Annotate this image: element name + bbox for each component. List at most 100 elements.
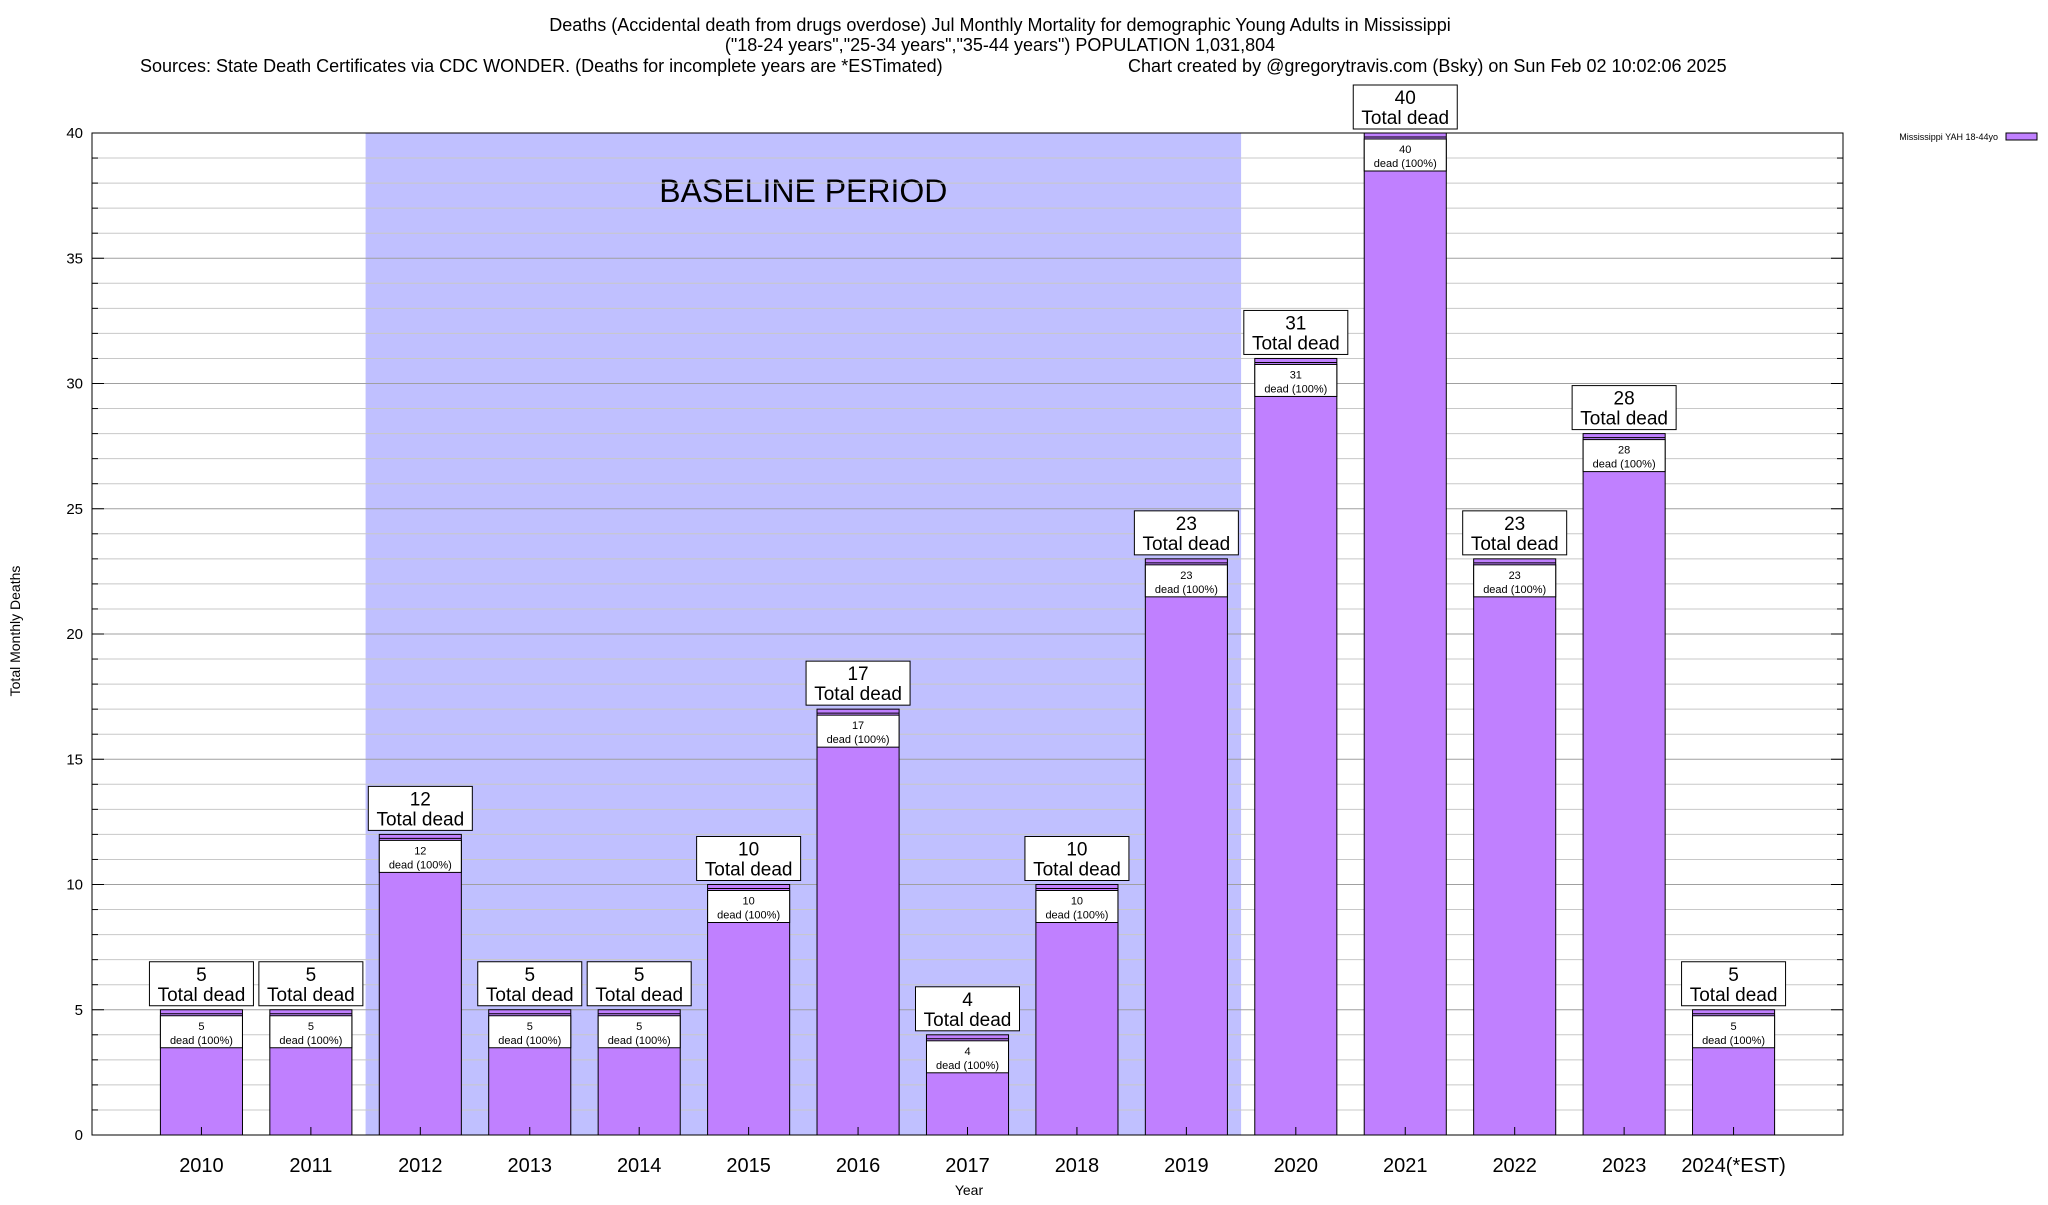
bar bbox=[1363, 132, 1447, 1136]
total-label-box bbox=[586, 961, 692, 1007]
inner-label-text: dead (100%) bbox=[1483, 584, 1546, 596]
total-label-value: 12 bbox=[410, 789, 431, 810]
x-tick-label: 2010 bbox=[179, 1155, 224, 1177]
total-label-box bbox=[477, 961, 583, 1007]
x-tick-label: 2023 bbox=[1602, 1155, 1647, 1177]
total-label-value: 5 bbox=[1728, 965, 1739, 986]
total-label-box bbox=[1352, 84, 1458, 130]
x-tick-label: 2024(*EST) bbox=[1681, 1155, 1786, 1177]
total-label-value: 10 bbox=[1066, 840, 1087, 861]
inner-label-value: 17 bbox=[852, 720, 864, 732]
total-label-text: Total dead bbox=[595, 985, 683, 1006]
total-label-text: Total dead bbox=[376, 809, 464, 830]
inner-label-text: dead (100%) bbox=[1045, 910, 1108, 922]
total-label-text: Total dead bbox=[158, 985, 246, 1006]
inner-label-text: dead (100%) bbox=[1155, 584, 1218, 596]
inner-label-box bbox=[378, 839, 462, 873]
y-tick-label: 40 bbox=[66, 125, 83, 142]
total-label-value: 5 bbox=[524, 965, 535, 986]
chart-title-line-1: Deaths (Accidental death from drugs over… bbox=[549, 15, 1450, 35]
inner-label-text: dead (100%) bbox=[608, 1035, 671, 1047]
total-label-text: Total dead bbox=[1580, 409, 1668, 430]
total-label-box bbox=[696, 836, 802, 881]
x-tick-label: 2011 bbox=[289, 1155, 332, 1177]
inner-label-value: 5 bbox=[198, 1021, 204, 1033]
x-tick-label: 2012 bbox=[398, 1155, 443, 1177]
chart-title-line-2: ("18-24 years","25-34 years","35-44 year… bbox=[725, 35, 1275, 55]
total-label-box bbox=[1462, 510, 1568, 556]
inner-label-text: dead (100%) bbox=[279, 1035, 342, 1047]
inner-label-box bbox=[1692, 1015, 1776, 1049]
y-tick-label: 10 bbox=[66, 877, 83, 894]
inner-label-value: 40 bbox=[1399, 144, 1411, 156]
inner-label-value: 23 bbox=[1180, 570, 1192, 582]
inner-label-box bbox=[159, 1015, 243, 1049]
inner-label-text: dead (100%) bbox=[827, 734, 890, 746]
total-label-value: 10 bbox=[738, 840, 759, 861]
inner-label-value: 12 bbox=[414, 845, 426, 857]
inner-label-box bbox=[488, 1015, 572, 1049]
inner-label-box bbox=[269, 1015, 353, 1049]
total-label-text: Total dead bbox=[1252, 333, 1340, 354]
x-tick-label: 2021 bbox=[1383, 1155, 1428, 1177]
x-tick-label: 2022 bbox=[1492, 1155, 1537, 1177]
y-tick-label: 20 bbox=[66, 626, 83, 643]
total-label-box bbox=[258, 961, 364, 1007]
legend-swatch bbox=[2005, 132, 2038, 141]
inner-label-box bbox=[816, 714, 900, 748]
total-label-value: 4 bbox=[962, 990, 973, 1011]
inner-label-box bbox=[1254, 363, 1338, 397]
inner-label-box bbox=[1144, 564, 1228, 598]
total-label-box bbox=[1571, 385, 1677, 431]
inner-label-value: 31 bbox=[1290, 369, 1302, 381]
inner-label-value: 5 bbox=[1731, 1021, 1737, 1033]
total-label-value: 5 bbox=[306, 965, 317, 986]
inner-label-text: dead (100%) bbox=[1593, 459, 1656, 471]
y-tick-label: 35 bbox=[66, 250, 83, 267]
inner-label-text: dead (100%) bbox=[717, 910, 780, 922]
inner-label-box bbox=[1035, 890, 1119, 923]
chart-credit: Chart created by @gregorytravis.com (Bsk… bbox=[1128, 56, 1727, 76]
inner-label-box bbox=[707, 890, 791, 923]
inner-label-box bbox=[926, 1040, 1009, 1074]
total-label-text: Total dead bbox=[1361, 108, 1449, 129]
total-label-box bbox=[1243, 309, 1349, 355]
y-tick-label: 0 bbox=[75, 1127, 83, 1144]
inner-label-box bbox=[1363, 138, 1447, 172]
total-label-text: Total dead bbox=[1143, 534, 1231, 555]
bar bbox=[816, 708, 900, 1136]
total-label-value: 23 bbox=[1176, 514, 1197, 535]
inner-label-value: 5 bbox=[308, 1021, 314, 1033]
x-tick-label: 2019 bbox=[1164, 1155, 1209, 1177]
total-label-value: 23 bbox=[1504, 514, 1525, 535]
inner-label-box bbox=[1473, 564, 1557, 598]
y-tick-label: 5 bbox=[75, 1002, 83, 1019]
baseline-label: BASELINE PERIOD bbox=[659, 173, 947, 209]
x-tick-label: 2017 bbox=[945, 1155, 990, 1177]
total-label-box bbox=[1024, 836, 1130, 881]
x-tick-label: 2015 bbox=[726, 1155, 771, 1177]
bar bbox=[707, 884, 791, 1136]
inner-label-text: dead (100%) bbox=[389, 859, 452, 871]
x-tick-label: 2018 bbox=[1055, 1155, 1100, 1177]
total-label-box bbox=[148, 961, 254, 1007]
total-label-box bbox=[1681, 961, 1787, 1007]
total-label-box bbox=[915, 986, 1020, 1032]
plot-border bbox=[91, 132, 1844, 1136]
inner-label-text: dead (100%) bbox=[1374, 158, 1437, 170]
total-label-text: Total dead bbox=[1471, 534, 1559, 555]
inner-label-value: 23 bbox=[1509, 570, 1521, 582]
inner-label-box bbox=[1582, 439, 1666, 473]
inner-label-value: 28 bbox=[1618, 445, 1630, 457]
inner-label-value: 10 bbox=[1071, 896, 1083, 908]
total-label-text: Total dead bbox=[267, 985, 355, 1006]
y-tick-label: 30 bbox=[66, 376, 83, 393]
x-tick-label: 2013 bbox=[508, 1155, 553, 1177]
total-label-text: Total dead bbox=[814, 684, 902, 705]
bar bbox=[378, 833, 462, 1136]
legend-label: Mississippi YAH 18-44yo bbox=[1899, 132, 1998, 142]
inner-label-box bbox=[597, 1015, 681, 1049]
total-label-text: Total dead bbox=[1690, 985, 1778, 1006]
